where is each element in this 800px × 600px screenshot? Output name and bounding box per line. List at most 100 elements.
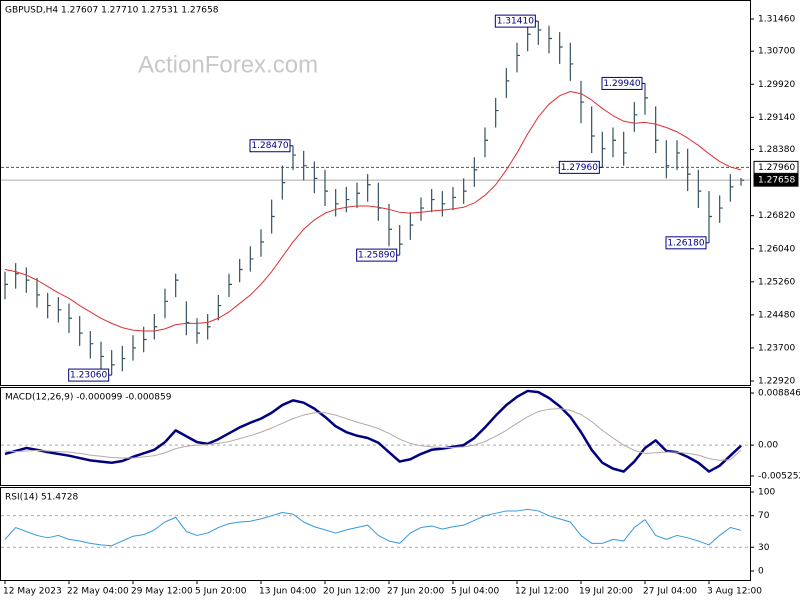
y-tick-label: 1.24480 (758, 310, 795, 320)
price-bar (644, 83, 648, 115)
x-tick-label: 12 Jul 12:00 (515, 587, 569, 597)
price-bar (15, 263, 19, 289)
price-bar (569, 42, 574, 81)
x-tick-label: 3 Aug 12:00 (707, 587, 762, 597)
price-bar (89, 330, 94, 359)
price-bar (708, 191, 712, 243)
price-bar (79, 316, 83, 346)
y-tick-label: 30 (758, 543, 770, 553)
price-bar (505, 68, 510, 98)
x-tick-label: 5 Jul 04:00 (451, 587, 500, 597)
price-bar (292, 145, 296, 170)
y-tick-label: 1.29920 (758, 80, 795, 90)
price-bar (473, 157, 478, 187)
y-tick-label: 1.23700 (758, 343, 795, 353)
price-bar (527, 23, 531, 52)
annotation-label: 1.31410 (497, 17, 534, 27)
price-bar (260, 229, 264, 257)
price-bar (4, 271, 8, 300)
x-tick-label: 20 Jun 12:00 (323, 587, 380, 597)
price-bar (111, 350, 115, 376)
price-label-box (753, 173, 799, 187)
x-tick-label: 19 Jul 20:00 (579, 587, 633, 597)
y-tick-label: 1.28380 (758, 145, 795, 155)
price-bar (207, 314, 211, 340)
price-bar (463, 178, 467, 204)
price-bar (612, 127, 616, 158)
price-bar (164, 288, 168, 319)
price-bar (25, 267, 30, 293)
indicator-line (4, 389, 742, 473)
x-tick-label: 27 Jul 04:00 (643, 587, 697, 597)
price-bar (367, 174, 371, 202)
price-bar (196, 318, 200, 344)
price-bar (132, 335, 136, 361)
annotation-label: 1.28470 (251, 141, 288, 151)
price-label: 1.27658 (758, 176, 795, 186)
y-tick-label: 100 (758, 487, 775, 497)
panel-frame (0, 387, 751, 486)
price-bar (633, 102, 638, 132)
price-bar (356, 182, 360, 209)
price-bar (36, 278, 40, 308)
price-bar (185, 301, 190, 336)
panel-title: RSI(14) 51.4728 (5, 493, 78, 503)
price-bar (548, 25, 552, 54)
price-bar (484, 127, 488, 158)
y-tick-label: 1.26820 (758, 211, 795, 221)
y-tick-label: 0 (758, 566, 764, 576)
annotation-box (665, 236, 707, 250)
annotation-box (494, 14, 536, 28)
annotation-box (356, 248, 398, 262)
x-tick-label: 12 May 2023 (3, 587, 62, 597)
panel-title: MACD(12,26,9) -0.000099 -0.000859 (5, 393, 172, 403)
price-bar (452, 186, 456, 211)
panel-frame (0, 0, 751, 386)
x-tick-label: 13 Jun 04:00 (259, 587, 316, 597)
annotation-label: 1.25890 (358, 251, 395, 261)
price-bar (239, 258, 243, 283)
price-bar (719, 195, 723, 223)
price-bar (420, 197, 424, 221)
y-tick-label: 1.31460 (758, 14, 795, 24)
price-bar (228, 273, 232, 298)
annotation-label: 1.23060 (70, 371, 107, 381)
price-bar (271, 199, 275, 234)
price-bar (623, 131, 627, 166)
price-bar (121, 345, 126, 372)
annotation-box (68, 368, 110, 382)
price-bar (399, 225, 403, 256)
price-bar (388, 203, 392, 247)
y-tick-label: 1.30700 (758, 47, 795, 57)
price-bar (335, 188, 339, 217)
price-bar (537, 21, 542, 45)
price-bar (100, 341, 104, 370)
price-bar (495, 97, 499, 128)
annotation-box (249, 139, 291, 153)
price-label: 1.27960 (758, 163, 795, 173)
watermark: ActionForex.com (138, 51, 318, 78)
y-tick-label: 70 (758, 511, 770, 521)
price-bar (313, 161, 318, 194)
y-tick-label: -0.005252 (758, 472, 800, 482)
price-bar (559, 32, 563, 64)
x-tick-label: 5 Jun 20:00 (195, 587, 247, 597)
x-tick-label: 22 May 04:00 (67, 587, 129, 597)
price-bar (580, 80, 584, 124)
y-tick-label: 1.22920 (758, 377, 795, 387)
price-bar (591, 106, 595, 153)
indicator-line (4, 90, 742, 332)
annotation-label: 1.29940 (603, 79, 640, 89)
price-bar (601, 131, 606, 168)
price-bar (249, 246, 254, 272)
price-bar (153, 314, 158, 340)
price-bar (57, 297, 62, 323)
y-tick-label: 0.00 (758, 441, 778, 451)
price-bar (431, 188, 435, 213)
y-tick-label: 1.26040 (758, 244, 795, 254)
price-bar (324, 169, 328, 206)
x-tick-label: 29 May 12:00 (131, 587, 193, 597)
price-bar (441, 191, 446, 217)
annotation-label: 1.27960 (561, 163, 598, 173)
